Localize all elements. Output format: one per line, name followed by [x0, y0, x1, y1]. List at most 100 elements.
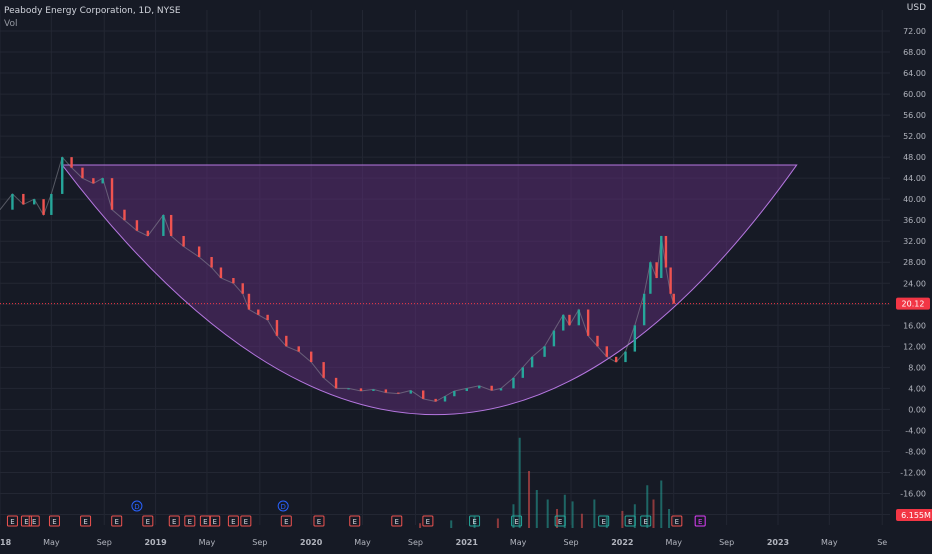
candle	[409, 390, 412, 394]
volume-bar	[646, 485, 649, 528]
earnings-marker-label: E	[601, 518, 605, 526]
volume-bar	[605, 516, 608, 528]
candle	[664, 235, 668, 268]
y-tick-label: 0.00	[908, 405, 926, 414]
x-tick-label: Se	[877, 538, 887, 547]
earnings-marker[interactable]	[20, 515, 32, 527]
earnings-marker-label: E	[203, 518, 207, 526]
candle	[169, 214, 173, 236]
earnings-marker[interactable]	[199, 515, 211, 527]
dividend-marker[interactable]	[277, 500, 289, 512]
x-tick-label: May	[665, 538, 682, 547]
last-volume-label: 6.155M	[901, 511, 931, 520]
candle	[624, 351, 627, 363]
candle	[247, 293, 251, 310]
earnings-marker[interactable]	[111, 515, 123, 527]
cup-pattern[interactable]	[61, 164, 798, 415]
candle	[359, 388, 363, 391]
currency-label: USD	[906, 3, 926, 13]
x-tick-label: Sep	[563, 538, 578, 547]
volume-bar	[450, 520, 453, 528]
earnings-marker-label: E	[213, 518, 217, 526]
volume-bar	[621, 510, 624, 528]
candle	[266, 314, 269, 321]
candle	[81, 167, 84, 179]
earnings-marker[interactable]	[80, 515, 92, 527]
y-tick-label: -16.00	[900, 489, 926, 498]
y-tick-label: 36.00	[903, 216, 926, 225]
earnings-marker[interactable]	[349, 515, 361, 527]
earnings-marker-label: E	[52, 518, 56, 526]
dividend-marker-label: D	[134, 503, 139, 511]
candle	[577, 309, 581, 326]
earnings-marker[interactable]	[391, 515, 403, 527]
x-tick-label: 2023	[767, 538, 789, 547]
dividend-marker[interactable]	[131, 500, 143, 512]
y-tick-label: 56.00	[903, 111, 926, 120]
x-tick-label: May	[510, 538, 527, 547]
earnings-marker[interactable]	[624, 515, 636, 527]
earnings-marker-label: E	[675, 518, 679, 526]
earnings-marker[interactable]	[209, 515, 221, 527]
earnings-marker[interactable]	[313, 515, 325, 527]
earnings-marker[interactable]	[168, 515, 180, 527]
x-tick-label: 2022	[611, 538, 633, 547]
earnings-marker[interactable]	[142, 515, 154, 527]
earnings-marker[interactable]	[48, 515, 60, 527]
y-tick-label: -8.00	[905, 447, 926, 456]
dividend-marker-label: D	[280, 503, 285, 511]
candle	[672, 293, 675, 304]
x-tick-label: 2018	[0, 538, 12, 547]
candle	[11, 193, 14, 210]
earnings-marker[interactable]	[511, 515, 523, 527]
candle	[285, 335, 288, 347]
x-tick-label: 2019	[144, 538, 167, 547]
earnings-marker[interactable]	[28, 515, 40, 527]
earnings-marker[interactable]	[469, 515, 481, 527]
y-tick-label: -4.00	[905, 426, 926, 435]
volume-bar	[556, 509, 559, 528]
candle	[499, 388, 503, 391]
volume-bar	[580, 513, 583, 528]
candle	[562, 314, 565, 331]
candle	[568, 314, 571, 326]
earnings-marker[interactable]	[240, 515, 252, 527]
earnings-marker[interactable]	[422, 515, 434, 527]
candle	[478, 385, 481, 389]
volume-bar	[473, 516, 476, 528]
earnings-marker[interactable]	[671, 515, 683, 527]
earnings-marker[interactable]	[554, 515, 566, 527]
earnings-marker-label: E	[188, 518, 192, 526]
candle	[110, 178, 114, 210]
earnings-marker-label: E	[114, 518, 118, 526]
candle	[70, 157, 73, 168]
earnings-marker[interactable]	[6, 515, 18, 527]
candle	[605, 346, 609, 357]
volume-bar	[652, 499, 655, 528]
candle	[443, 396, 447, 402]
volume-bar	[419, 523, 422, 528]
earnings-marker-label: E	[514, 518, 518, 526]
volume-bar	[528, 471, 531, 528]
candle	[297, 346, 300, 352]
earnings-marker[interactable]	[694, 515, 706, 527]
earnings-marker-label: E	[24, 518, 28, 526]
candle	[649, 262, 652, 294]
earnings-marker[interactable]	[598, 515, 610, 527]
volume-bar	[563, 494, 566, 528]
earnings-marker-label: E	[395, 518, 399, 526]
candle	[372, 389, 375, 391]
candle	[275, 320, 279, 336]
earnings-marker[interactable]	[184, 515, 196, 527]
earnings-marker[interactable]	[640, 515, 652, 527]
volume-bar	[668, 509, 671, 528]
earnings-marker[interactable]	[280, 515, 292, 527]
volume-bar	[593, 499, 596, 528]
candle	[465, 388, 468, 391]
candle	[232, 278, 235, 284]
earnings-marker[interactable]	[227, 515, 239, 527]
candle	[614, 356, 618, 363]
earnings-marker-label: E	[172, 518, 176, 526]
